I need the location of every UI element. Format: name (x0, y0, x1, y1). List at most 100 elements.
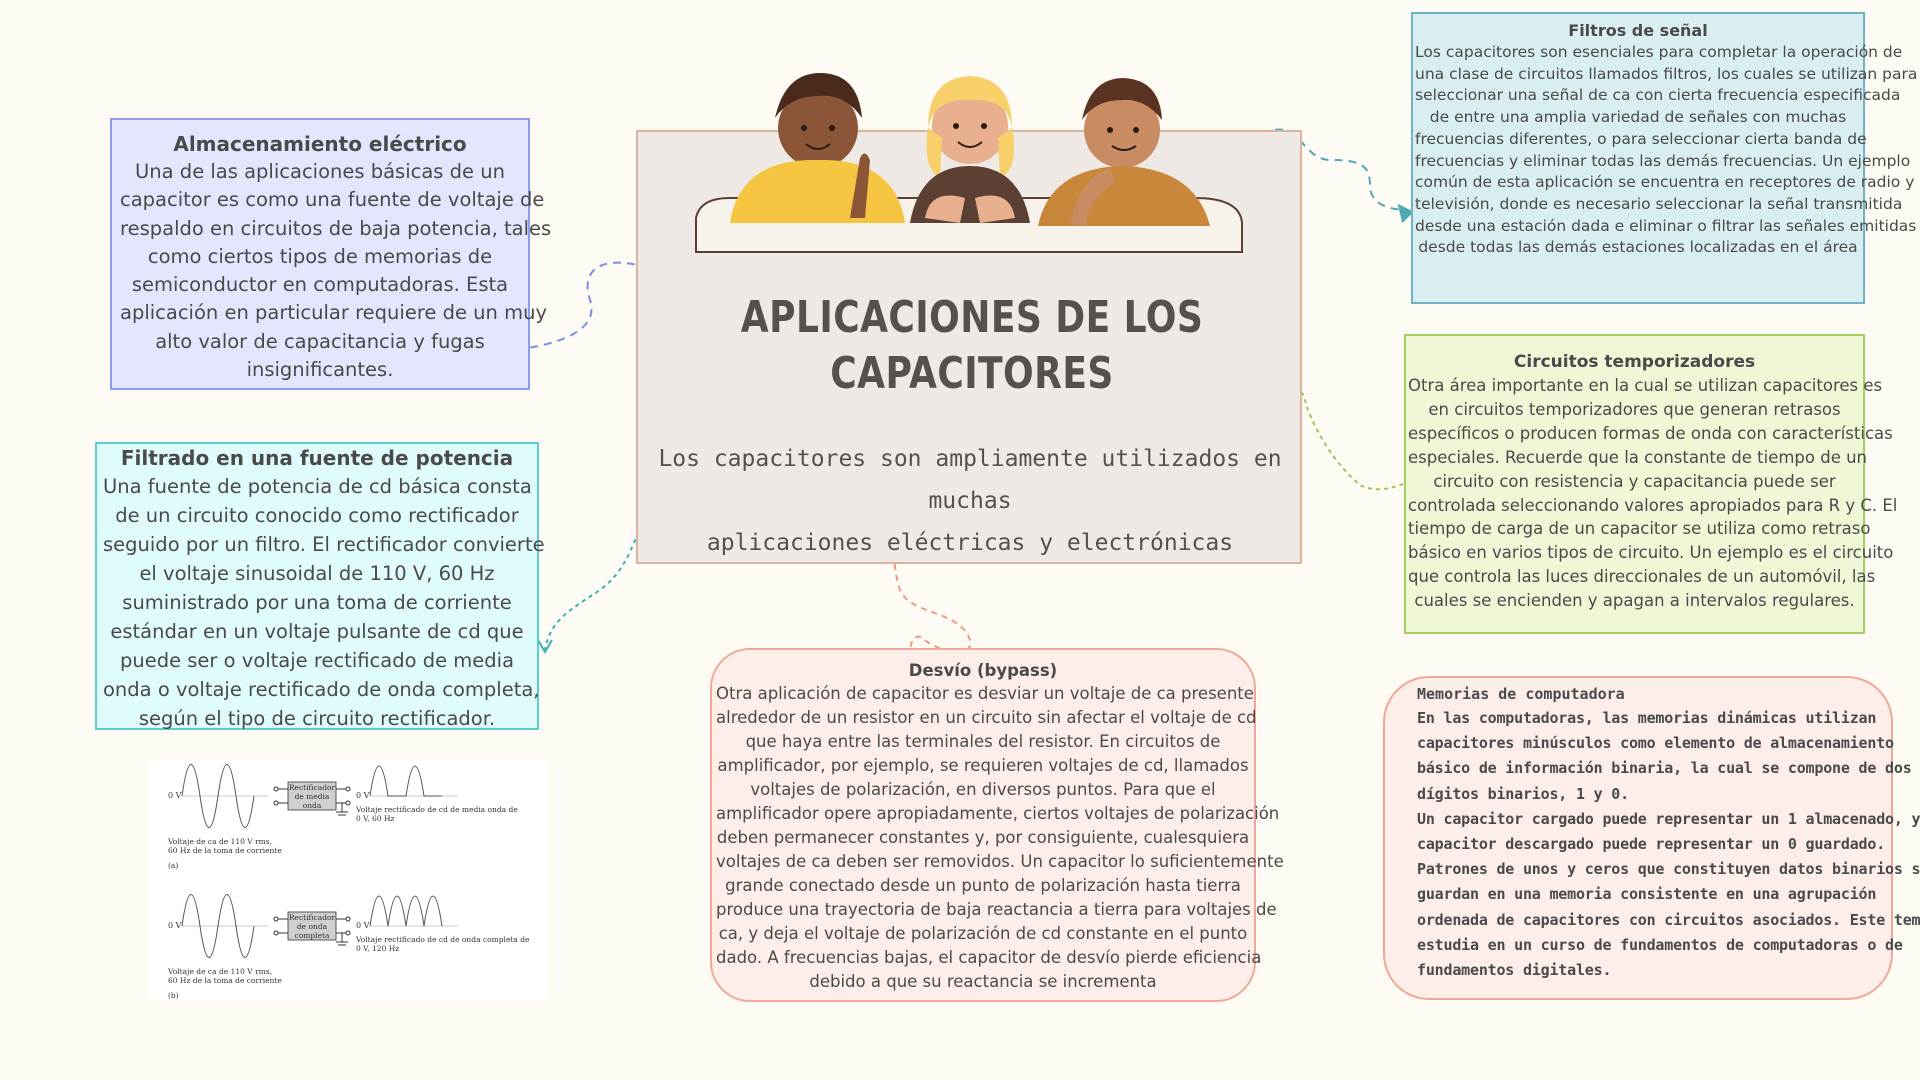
fig-b-output-wave (369, 895, 443, 927)
text-line: onda o voltaje rectificado de onda compl… (103, 678, 540, 701)
text-line: que haya entre las terminales del resist… (745, 732, 1221, 751)
memorias-heading: Memorias de computadora (1417, 685, 1625, 703)
text-line: específicos o producen formas de onda co… (1408, 423, 1893, 443)
fig-b-rectifier-box (287, 911, 337, 941)
fig-a-box-line-3: onda (303, 801, 322, 810)
fig-b-box-line-3: completa (295, 931, 330, 940)
main-title-line-2: CAPACITORES (830, 348, 1114, 399)
text-line: que controla las luces direccionales de … (1408, 567, 1876, 587)
text-line: básico en varios tipos de circuito. Un e… (1408, 543, 1894, 563)
fig-b-tag: (b) (168, 991, 179, 1000)
fig-b-out-zero-label: 0 V (356, 921, 370, 930)
text-line: el voltaje sinusoidal de 110 V, 60 Hz (139, 562, 495, 585)
text-line: aplicación en particular requiere de un … (120, 301, 547, 325)
text-line: de un circuito conocido como rectificado… (115, 504, 519, 527)
fig-a-zero-label: 0 V (168, 791, 182, 800)
connector-almacenamiento (511, 261, 663, 351)
rectifier-figure: 0 V Rectificador de media onda 0 V Volta… (148, 760, 548, 1000)
filtros-text: Los capacitores son esenciales para comp… (1415, 42, 1918, 259)
text-line: capacitor es como una fuente de voltaje … (120, 188, 545, 212)
text-line: básico de información binaria, la cual s… (1417, 759, 1912, 778)
fig-a-box-line-1: Rectificador (289, 783, 336, 792)
text-line: circuito con resistencia y capacitancia … (1433, 471, 1836, 491)
text-line: controlada seleccionando valores apropia… (1408, 495, 1898, 515)
filtros-heading: Filtros de señal (1568, 21, 1708, 40)
text-line: Una de las aplicaciones básicas de un (135, 160, 505, 183)
fig-b-box-line-1: Rectificador (289, 913, 336, 922)
filtrado-heading: Filtrado en una fuente de potencia (120, 446, 514, 470)
text-line: Otra área importante en la cual se utili… (1408, 376, 1883, 395)
fig-a-out-line-1: Voltaje rectificado de cd de media onda … (355, 805, 518, 814)
text-line: una clase de circuitos llamados filtros,… (1415, 64, 1918, 83)
almacenamiento-card: Almacenamiento eléctrico Una de las apli… (110, 118, 552, 390)
text-line: semiconductor en computadoras. Esta (131, 273, 509, 297)
text-line: frecuencias y eliminar todas las demás f… (1415, 151, 1911, 170)
text-line: Otra aplicación de capacitor es desviar … (716, 684, 1254, 703)
fig-a-tag: (a) (168, 861, 178, 870)
fig-a-output-wave (369, 765, 442, 797)
memorias-card: Memorias de computadora En las computado… (1383, 676, 1920, 1000)
connector-temporiz (1251, 339, 1421, 491)
text-line: debido a que su reactancia se incrementa (809, 972, 1157, 991)
fig-a-out-line-2: 0 V, 60 Hz (356, 814, 394, 823)
text-line: capacitores minúsculos como elemento de … (1417, 734, 1894, 753)
text-line: frecuencias diferentes, o para seleccion… (1415, 129, 1867, 148)
text-line: Una fuente de potencia de cd básica cons… (103, 475, 532, 498)
text-line: guardan en una memoria consistente en un… (1417, 885, 1877, 904)
text-line: estándar en un voltaje pulsante de cd qu… (110, 620, 524, 643)
subtitle: Los capacitores son ampliamente utilizad… (620, 438, 1320, 564)
text-line: televisión, donde es necesario seleccion… (1415, 194, 1903, 213)
fig-b-in-line-2: 60 Hz de la toma de corriente (168, 976, 282, 985)
text-line: seleccionar una señal de ca con cierta f… (1415, 86, 1901, 105)
text-line: puede ser o voltaje rectificado de media (119, 649, 515, 672)
children-illustration (695, 73, 1243, 253)
text-line: produce una trayectoria de baja reactanc… (716, 900, 1277, 919)
text-line: desde todas las demás estaciones localiz… (1418, 238, 1858, 257)
temporizadores-text: Otra área importante en la cual se utili… (1408, 374, 1898, 613)
main-title-line-1: APLICACIONES DE LOS (740, 292, 1204, 343)
temporizadores-heading: Circuitos temporizadores (1513, 352, 1756, 372)
text-line: Los capacitores son esenciales para comp… (1415, 43, 1903, 61)
text-line: tiempo de carga de un capacitor se utili… (1408, 519, 1871, 539)
fig-a-input-wave (181, 764, 255, 828)
memorias-text: En las computadoras, las memorias dinámi… (1417, 706, 1920, 983)
text-line: Un capacitor cargado puede representar u… (1417, 809, 1920, 828)
text-line: según el tipo de circuito rectificador. (138, 707, 496, 730)
text-line: alrededor de un resistor en un circuito … (716, 708, 1257, 727)
text-line: de entre una amplia variedad de señales … (1429, 108, 1847, 127)
fig-b-input-wave (181, 894, 255, 958)
text-line: en circuitos temporizadores que generan … (1428, 399, 1841, 419)
text-line: alto valor de capacitancia y fugas (155, 329, 485, 353)
text-line: ordenada de capacitores con circuitos as… (1417, 910, 1920, 929)
filtros-card: Filtros de señal Los capacitores son ese… (1411, 12, 1918, 304)
text-line: cuales se encienden y apagan a intervalo… (1414, 591, 1855, 611)
text-line: En las computadoras, las memorias dinámi… (1417, 709, 1877, 727)
desvio-text: Otra aplicación de capacitor es desviar … (716, 682, 1284, 994)
main-title: APLICACIONES DE LOS CAPACITORES (716, 290, 1228, 402)
text-line: amplificador, por ejemplo, se requieren … (717, 756, 1249, 775)
desvio-card: Desvío (bypass) Otra aplicación de capac… (710, 648, 1284, 1002)
text-line: voltajes de polarización, en diversos pu… (750, 780, 1216, 799)
fig-a-box-line-2: de media (295, 792, 330, 801)
text-line: capacitor descargado puede representar u… (1417, 835, 1886, 854)
connector-filtros (1274, 128, 1409, 211)
fig-b-out-line-1: Voltaje rectificado de cd de onda comple… (355, 935, 530, 944)
almacenamiento-text: Una de las aplicaciones básicas de un cap… (120, 158, 552, 384)
text-line: deben permanecer constantes y, por consi… (716, 828, 1250, 847)
filtrado-text: Una fuente de potencia de cd básica cons… (103, 472, 545, 733)
temporizadores-card: Circuitos temporizadores Otra área impor… (1404, 334, 1898, 634)
text-line: respaldo en circuitos de baja potencia, … (120, 216, 552, 240)
text-line: insignificantes. (246, 358, 394, 382)
fig-a-rectifier-box (287, 781, 337, 811)
text-line: ca, y deja el voltaje de polarización de… (718, 924, 1248, 943)
fig-b-box-line-2: de onda (297, 922, 328, 931)
fig-a-out-zero-label: 0 V (356, 791, 370, 800)
fig-b-out-line-2: 0 V, 120 Hz (356, 944, 399, 953)
fig-b-in-line-1: Voltaje de ca de 110 V rms, (167, 967, 272, 976)
text-line: común de esta aplicación se encuentra en… (1415, 173, 1915, 192)
subtitle-line-1: Los capacitores son ampliamente utilizad… (658, 446, 1282, 514)
fig-a-in-line-1: Voltaje de ca de 110 V rms, (167, 837, 272, 846)
text-line: como ciertos tipos de memorias de (147, 244, 493, 268)
text-line: especiales. Recuerde que la constante de… (1408, 447, 1868, 467)
